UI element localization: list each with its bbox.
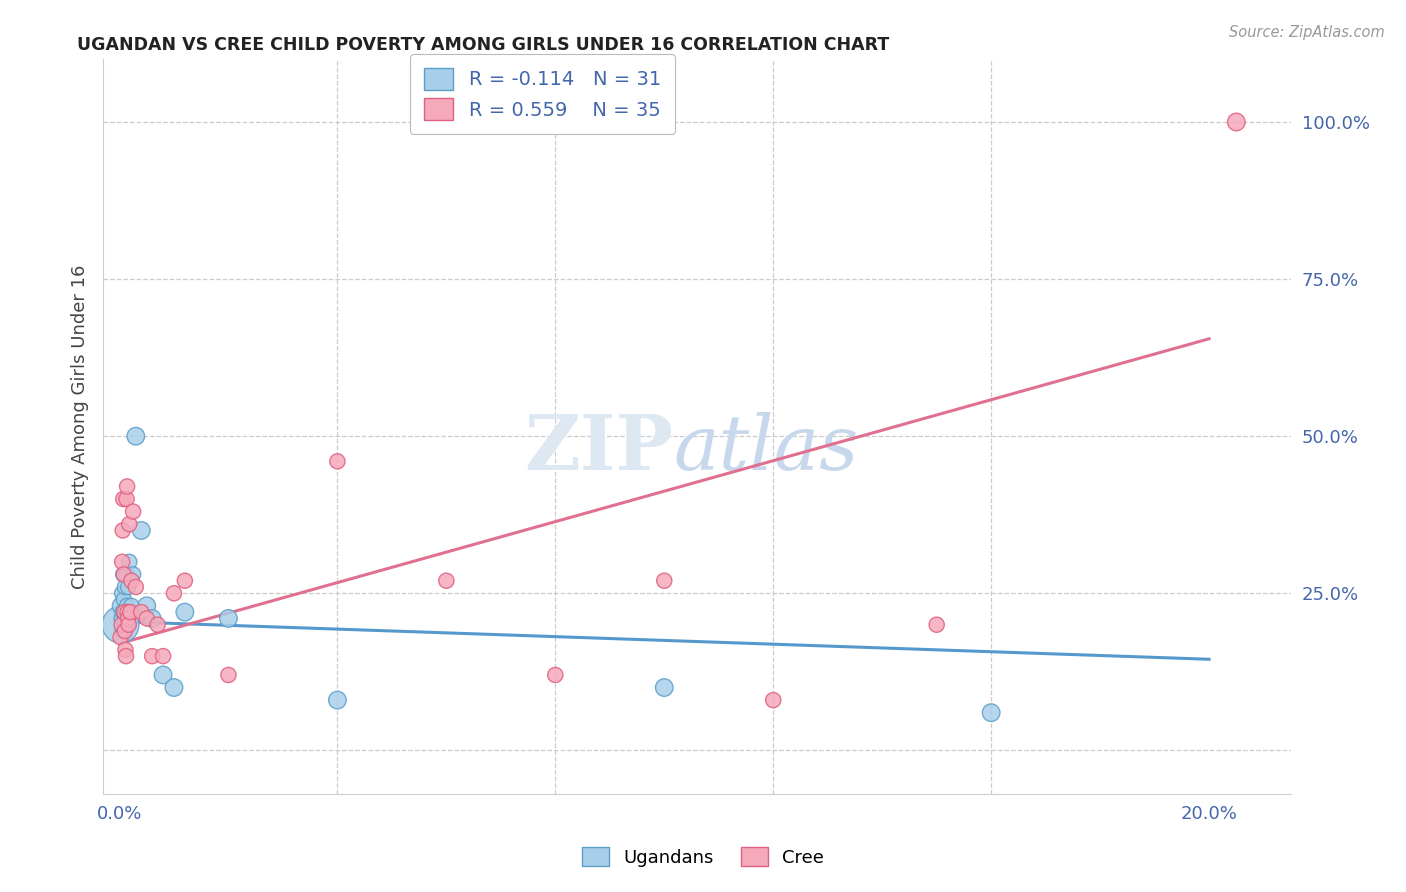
Point bbox=[120, 605, 142, 619]
Text: Source: ZipAtlas.com: Source: ZipAtlas.com bbox=[1229, 25, 1385, 40]
Point bbox=[117, 611, 139, 625]
Point bbox=[217, 668, 239, 682]
Point bbox=[141, 611, 163, 625]
Point bbox=[115, 567, 138, 582]
Point bbox=[925, 617, 948, 632]
Point bbox=[152, 668, 174, 682]
Point bbox=[117, 605, 139, 619]
Point bbox=[129, 524, 152, 538]
Point bbox=[120, 574, 142, 588]
Point bbox=[111, 555, 134, 569]
Point bbox=[652, 574, 675, 588]
Point bbox=[118, 517, 141, 532]
Point bbox=[135, 599, 157, 613]
Point bbox=[326, 454, 349, 468]
Point bbox=[118, 617, 141, 632]
Point bbox=[112, 567, 135, 582]
Point bbox=[111, 624, 134, 638]
Point bbox=[122, 505, 145, 519]
Point bbox=[980, 706, 1002, 720]
Point bbox=[111, 611, 134, 625]
Point bbox=[117, 617, 139, 632]
Point bbox=[326, 693, 349, 707]
Point bbox=[110, 617, 132, 632]
Point bbox=[114, 617, 136, 632]
Point bbox=[110, 599, 132, 613]
Point bbox=[117, 580, 139, 594]
Y-axis label: Child Poverty Among Girls Under 16: Child Poverty Among Girls Under 16 bbox=[72, 265, 89, 589]
Point bbox=[135, 611, 157, 625]
Point bbox=[122, 567, 145, 582]
Point bbox=[129, 605, 152, 619]
Point bbox=[115, 649, 138, 664]
Point bbox=[217, 611, 239, 625]
Point bbox=[434, 574, 457, 588]
Point bbox=[115, 479, 138, 493]
Point bbox=[112, 567, 135, 582]
Point bbox=[115, 605, 138, 619]
Point bbox=[125, 429, 148, 443]
Point bbox=[110, 630, 132, 644]
Point bbox=[163, 586, 186, 600]
Point bbox=[173, 605, 195, 619]
Point bbox=[115, 599, 138, 613]
Text: ZIP: ZIP bbox=[524, 412, 673, 486]
Point bbox=[112, 592, 135, 607]
Point bbox=[114, 643, 136, 657]
Point bbox=[111, 617, 134, 632]
Point bbox=[125, 580, 148, 594]
Legend: R = -0.114   N = 31, R = 0.559    N = 35: R = -0.114 N = 31, R = 0.559 N = 35 bbox=[411, 54, 675, 134]
Point bbox=[141, 649, 163, 664]
Point bbox=[120, 599, 142, 613]
Point bbox=[112, 491, 135, 506]
Point bbox=[111, 586, 134, 600]
Point bbox=[112, 605, 135, 619]
Point bbox=[118, 555, 141, 569]
Point bbox=[544, 668, 567, 682]
Point bbox=[146, 617, 169, 632]
Point bbox=[112, 605, 135, 619]
Point bbox=[114, 624, 136, 638]
Point bbox=[762, 693, 785, 707]
Point bbox=[652, 681, 675, 695]
Point bbox=[111, 605, 134, 619]
Point bbox=[115, 491, 138, 506]
Point bbox=[173, 574, 195, 588]
Point bbox=[114, 580, 136, 594]
Legend: Ugandans, Cree: Ugandans, Cree bbox=[575, 840, 831, 874]
Point bbox=[152, 649, 174, 664]
Point bbox=[1225, 115, 1247, 129]
Point bbox=[111, 524, 134, 538]
Point bbox=[163, 681, 186, 695]
Text: atlas: atlas bbox=[673, 412, 859, 486]
Point bbox=[120, 605, 142, 619]
Text: UGANDAN VS CREE CHILD POVERTY AMONG GIRLS UNDER 16 CORRELATION CHART: UGANDAN VS CREE CHILD POVERTY AMONG GIRL… bbox=[77, 36, 890, 54]
